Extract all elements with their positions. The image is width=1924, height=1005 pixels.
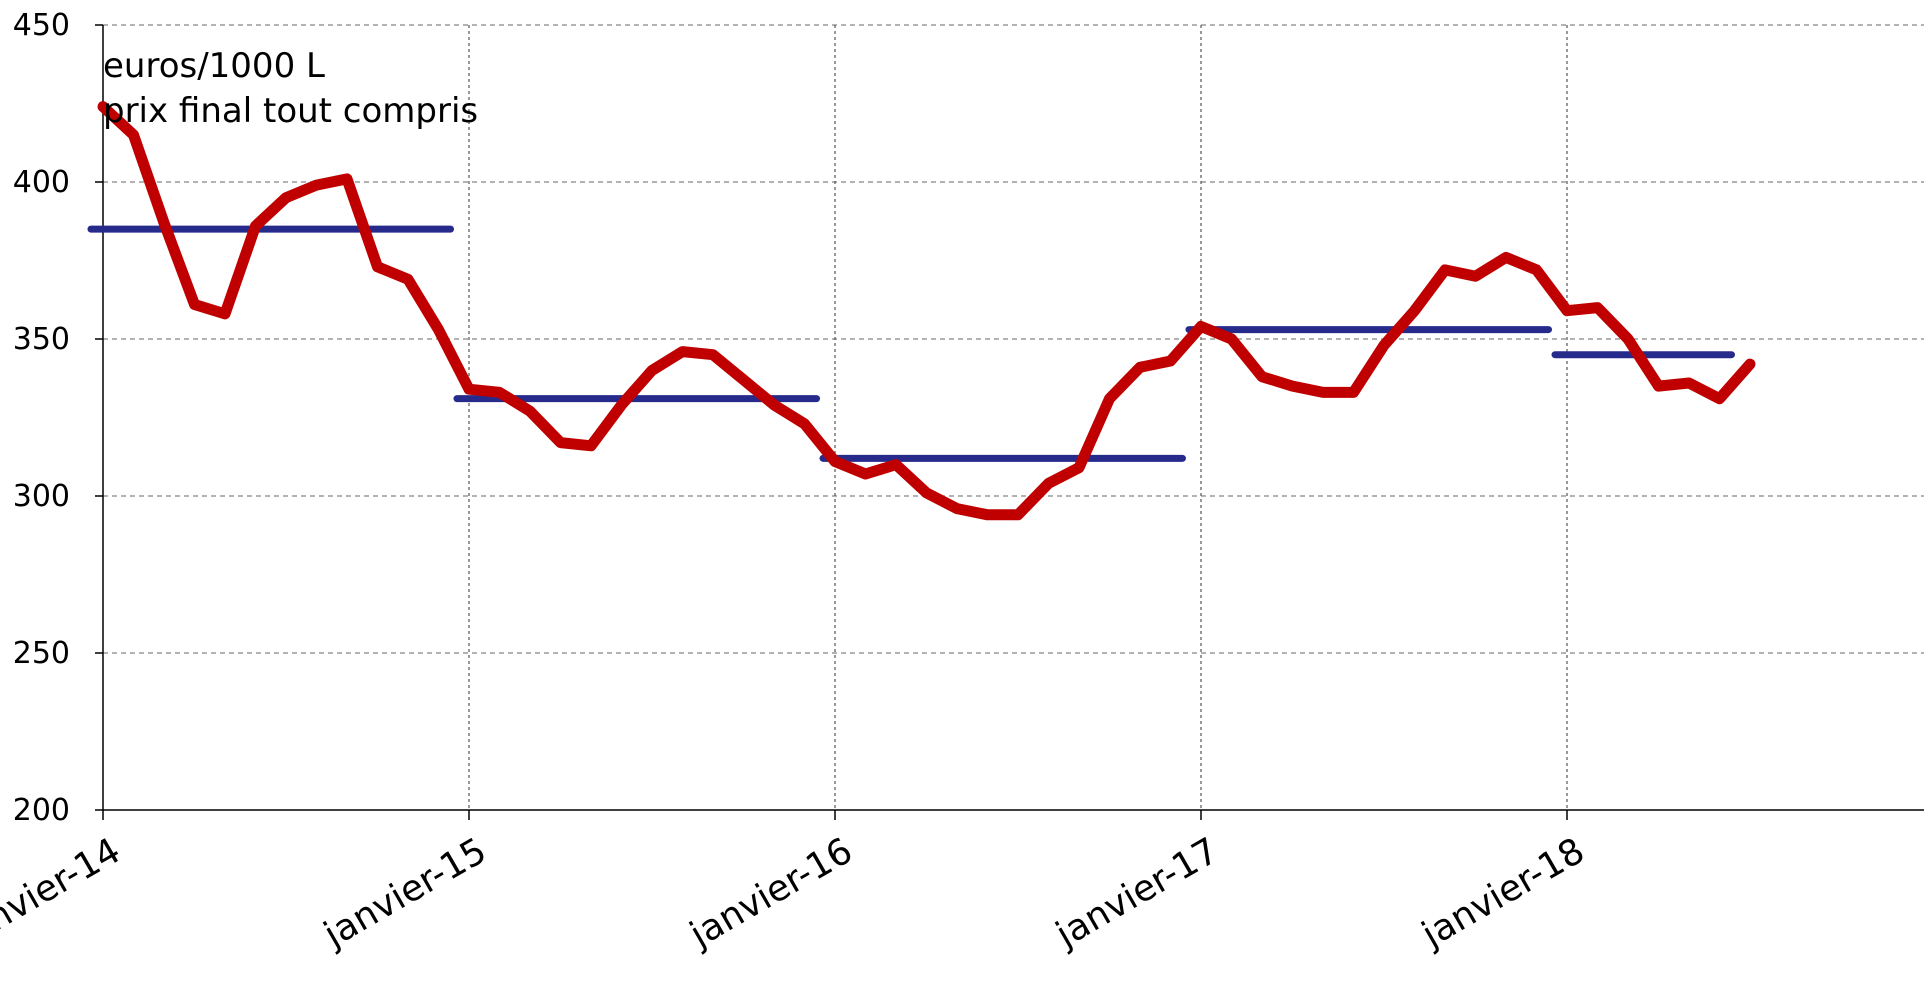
- y-tick-label: 200: [13, 793, 70, 828]
- x-tick-label: janvier-18: [1415, 830, 1592, 956]
- grid-layer: [103, 24, 1924, 810]
- y-tick-label: 400: [13, 165, 70, 200]
- price-annotation: prix final tout compris: [103, 91, 478, 131]
- unit-annotation: euros/1000 L: [103, 46, 325, 86]
- series-layer: [87, 101, 1756, 521]
- y-tick-label: 250: [13, 636, 70, 671]
- y-tick-label: 300: [13, 479, 70, 514]
- x-tick-label: janvier-15: [317, 830, 494, 956]
- y-tick-label: 450: [13, 8, 70, 43]
- x-tick-label: janvier-17: [1049, 830, 1226, 956]
- axis-layer: [95, 24, 1924, 820]
- x-tick-label: janvier-14: [0, 830, 127, 956]
- y-tick-label: 350: [13, 322, 70, 357]
- x-tick-label: janvier-16: [683, 830, 860, 956]
- label-layer: 200 250 300 350 400 450 janvier-14 janvier-15 ja…: [0, 8, 1592, 956]
- monthly-price-line: [97, 101, 1756, 521]
